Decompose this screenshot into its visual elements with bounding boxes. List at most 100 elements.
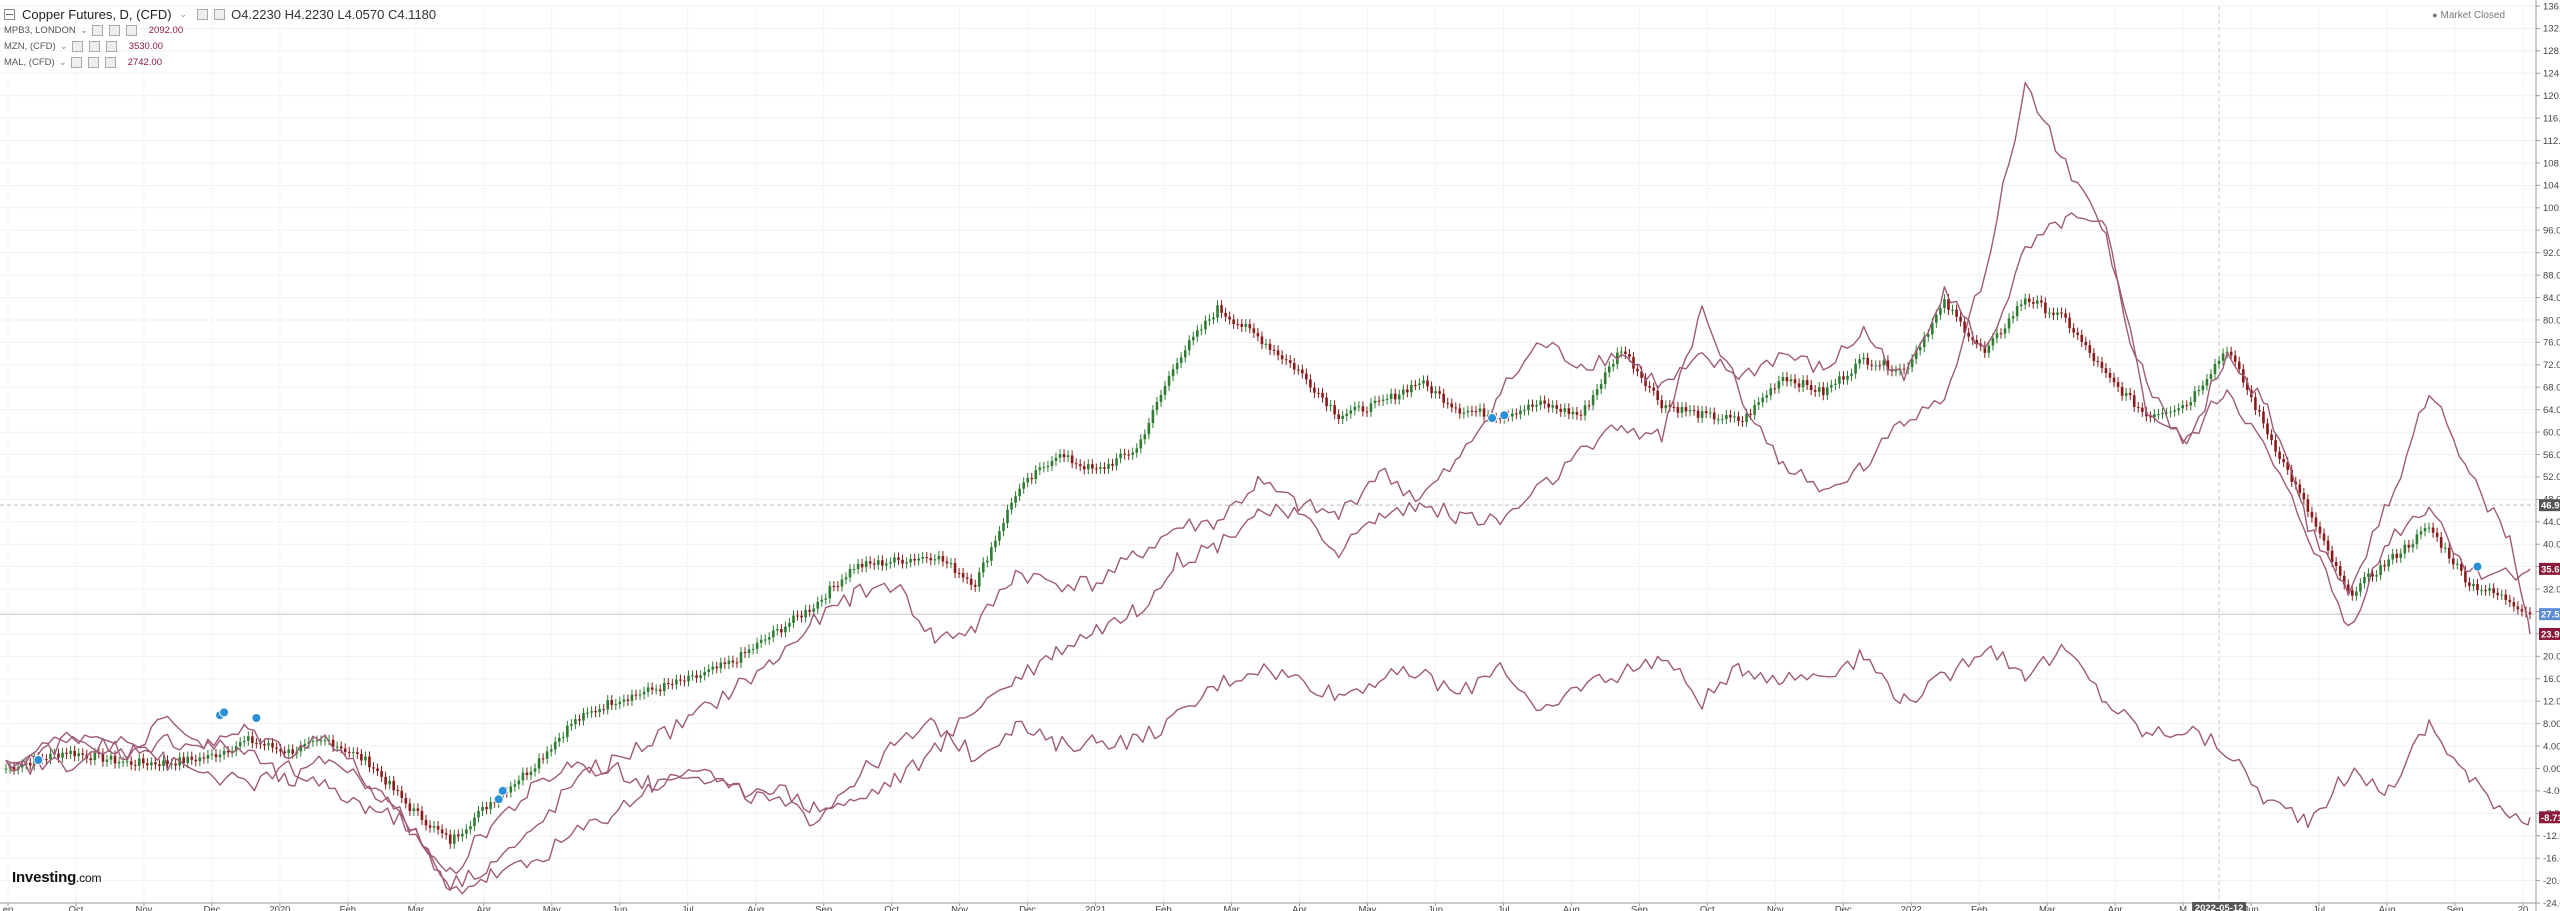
candle-body xyxy=(150,762,153,766)
x-tick-label: 2022 xyxy=(1901,904,1922,911)
candle-body xyxy=(2395,553,2399,558)
settings-icon[interactable] xyxy=(197,8,209,20)
hide-icon[interactable] xyxy=(88,40,100,52)
x-tick-label: 2021 xyxy=(1085,904,1106,911)
candle-body xyxy=(319,740,323,742)
price-label: 23.99% xyxy=(2541,629,2560,640)
y-tick-label: 84.00% xyxy=(2543,293,2560,304)
candle-body xyxy=(1999,333,2003,335)
x-tick-label: Feb xyxy=(340,904,356,911)
candle-body xyxy=(194,759,198,762)
dropdown-chevron-icon[interactable]: ⌄ xyxy=(58,56,67,68)
candle-body xyxy=(1276,350,1280,356)
candle-body xyxy=(198,757,202,762)
hide-icon[interactable] xyxy=(108,24,120,36)
candle-body xyxy=(2052,312,2055,315)
candle-body xyxy=(1462,412,1466,414)
event-marker-icon[interactable] xyxy=(219,707,230,718)
x-tick-label: Sep xyxy=(2447,904,2464,911)
remove-icon[interactable] xyxy=(105,40,117,52)
candle-body xyxy=(868,561,872,564)
candle-body xyxy=(2197,390,2201,392)
candle-body xyxy=(2209,374,2213,380)
remove-icon[interactable] xyxy=(104,56,116,68)
candle-body xyxy=(1264,343,1268,345)
event-marker-dot[interactable] xyxy=(251,712,262,723)
dropdown-chevron-icon[interactable]: ⌄ xyxy=(59,40,68,52)
event-marker-dot[interactable] xyxy=(219,707,230,718)
candle-body xyxy=(142,758,145,764)
hide-icon[interactable] xyxy=(214,8,226,20)
hide-icon[interactable] xyxy=(87,56,99,68)
candle-body xyxy=(190,756,194,760)
candle-body xyxy=(561,736,565,738)
candle-body xyxy=(1918,347,1922,351)
candle-body xyxy=(1926,334,1930,337)
event-marker-dot[interactable] xyxy=(2472,561,2483,572)
event-marker-dot[interactable] xyxy=(1499,410,1510,421)
candle-body xyxy=(1983,346,1987,353)
dropdown-chevron-icon[interactable]: ⌄ xyxy=(79,24,88,36)
y-tick-label: 76.00% xyxy=(2543,338,2560,349)
candle-body xyxy=(2314,517,2318,527)
candle-body xyxy=(69,750,72,755)
candle-body xyxy=(2084,341,2088,346)
candle-body xyxy=(2427,527,2431,529)
candle-body xyxy=(1773,388,1777,390)
candle-body xyxy=(2003,328,2007,334)
event-marker-icon[interactable] xyxy=(1499,410,1510,421)
dropdown-chevron-icon[interactable]: ⌄ xyxy=(179,8,188,19)
candle-body xyxy=(998,531,1001,541)
event-marker-icon[interactable] xyxy=(251,712,262,723)
candle-body xyxy=(109,755,113,760)
event-marker-icon[interactable] xyxy=(33,755,44,766)
candle-body xyxy=(1107,463,1110,469)
event-marker-icon[interactable] xyxy=(2472,561,2483,572)
candle-body xyxy=(1821,387,1825,396)
event-marker-dot[interactable] xyxy=(33,755,44,766)
market-status-text: Market Closed xyxy=(2440,10,2505,21)
y-tick-label: 108.00% xyxy=(2543,158,2560,169)
settings-icon[interactable] xyxy=(91,24,103,36)
candle-body xyxy=(2056,312,2059,315)
event-marker-dot[interactable] xyxy=(497,785,508,796)
event-marker-icon[interactable] xyxy=(497,785,508,796)
candle-body xyxy=(1886,360,1890,371)
candle-body xyxy=(1995,333,1999,339)
candle-body xyxy=(2100,362,2104,369)
candle-body xyxy=(1086,464,1090,470)
candle-body xyxy=(876,560,880,565)
event-marker-dot[interactable] xyxy=(1487,413,1498,424)
candle-body xyxy=(2157,414,2160,416)
candle-body xyxy=(578,719,581,721)
event-marker-dot[interactable] xyxy=(493,794,504,805)
candle-body xyxy=(2504,594,2508,600)
candle-body xyxy=(412,808,416,812)
candle-body xyxy=(1123,453,1126,455)
settings-icon[interactable] xyxy=(70,56,82,68)
candle-body xyxy=(1648,386,1651,388)
remove-icon[interactable] xyxy=(125,24,137,36)
x-tick-label: Nov xyxy=(951,904,968,911)
settings-icon[interactable] xyxy=(71,40,83,52)
candle-body xyxy=(1175,362,1179,370)
series-value: 2092.00 xyxy=(148,24,184,36)
x-tick-label: Jun xyxy=(1428,904,1443,911)
candle-body xyxy=(836,586,840,588)
y-tick-label: 4.00% xyxy=(2543,741,2560,752)
candle-body xyxy=(1248,324,1252,329)
candle-body xyxy=(2516,606,2520,610)
y-tick-label: -16.00% xyxy=(2543,853,2560,864)
collapse-icon[interactable] xyxy=(4,8,15,20)
candle-body xyxy=(711,666,715,670)
candle-body xyxy=(388,780,391,785)
candle-body xyxy=(2233,355,2237,362)
candle-body xyxy=(2040,300,2043,303)
candle-body xyxy=(1531,404,1534,407)
event-marker-icon[interactable] xyxy=(1487,413,1498,424)
event-marker-icon[interactable] xyxy=(493,794,504,805)
candle-body xyxy=(1866,357,1870,365)
candle-body xyxy=(2237,361,2241,370)
